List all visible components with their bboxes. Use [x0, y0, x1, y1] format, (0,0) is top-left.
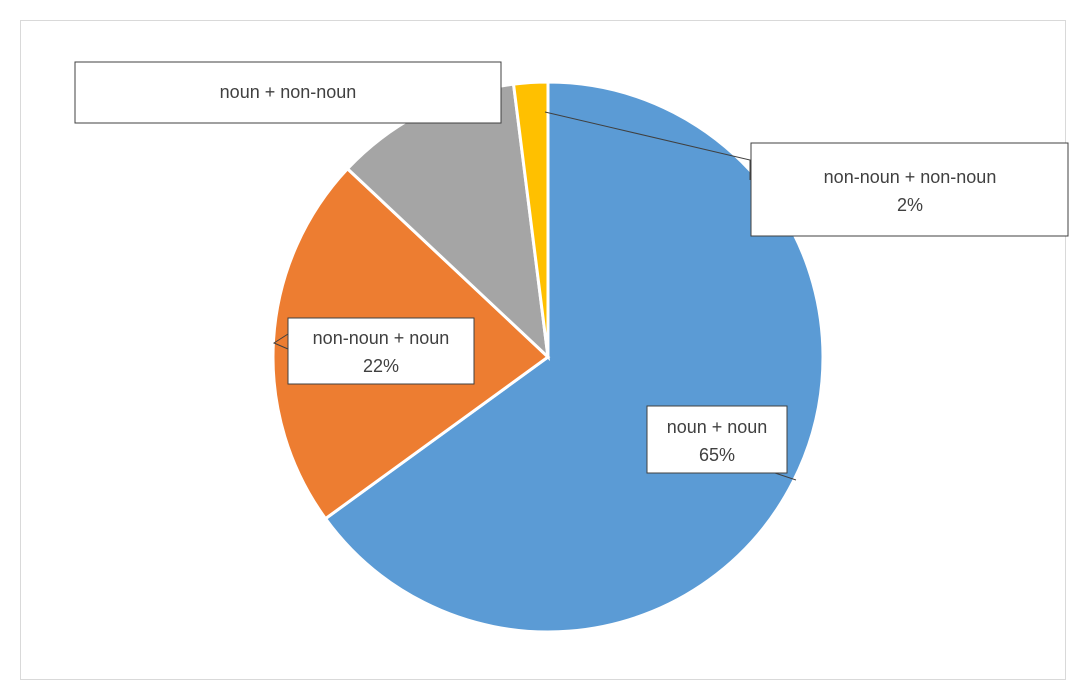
slice-non-noun-non-noun	[511, 80, 550, 358]
leader-line-non-noun-noun	[272, 333, 289, 350]
label-noun-noun: noun + noun	[667, 417, 768, 437]
label-noun-non-noun: noun + non-noun	[220, 82, 357, 102]
label-non-noun-non-noun: non-noun + non-noun	[824, 167, 997, 187]
chart-frame	[20, 20, 1066, 680]
value-noun-noun: 65%	[699, 445, 735, 465]
slice-noun-noun	[323, 80, 825, 634]
callout-noun-non-noun: noun + non-noun	[74, 61, 502, 124]
value-non-noun-noun: 22%	[363, 356, 399, 376]
leader-line-non-noun-non-noun	[544, 111, 751, 180]
callout-non-noun-noun: non-noun + noun 22%	[287, 317, 475, 385]
label-non-noun-noun: non-noun + noun	[313, 328, 450, 348]
value-non-noun-non-noun: 2%	[897, 195, 923, 215]
callout-non-noun-non-noun: non-noun + non-noun 2%	[750, 142, 1069, 237]
callout-noun-noun: noun + noun 65%	[646, 405, 788, 474]
